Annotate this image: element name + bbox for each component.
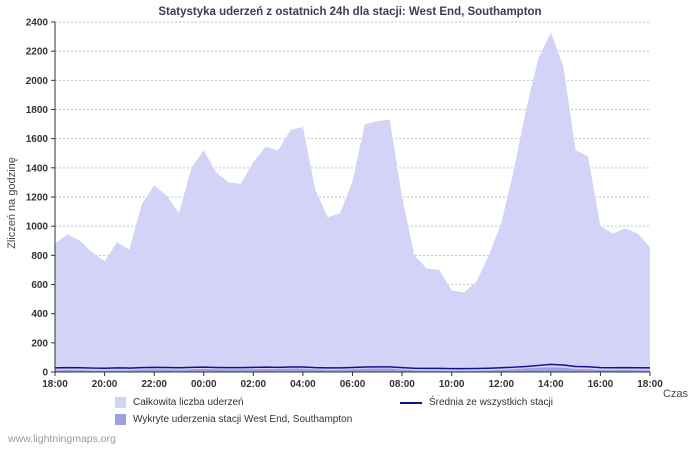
legend-column-right: Średnia ze wszystkich stacji — [400, 394, 553, 411]
x-tick-label: 18:00 — [637, 379, 663, 390]
chart-title: Statystyka uderzeń z ostatnich 24h dla s… — [158, 6, 542, 18]
average-line — [54, 363, 651, 370]
legend-column-left: Całkowita liczba uderzeń Wykryte uderzen… — [115, 394, 352, 428]
y-tick-label: 1400 — [26, 163, 49, 174]
x-tick-label: 12:00 — [488, 379, 514, 390]
x-tick-label: 16:00 — [588, 379, 614, 390]
legend-label-station: Wykryte uderzenia stacji West End, South… — [133, 414, 353, 425]
x-tick-label: 20:00 — [92, 379, 118, 390]
y-tick-label: 400 — [31, 309, 48, 320]
legend-item-average: Średnia ze wszystkich stacji — [400, 394, 553, 411]
total-strikes-area — [55, 32, 650, 372]
x-tick-label: 06:00 — [340, 379, 366, 390]
y-tick-label: 1600 — [26, 134, 49, 145]
x-tick-label: 00:00 — [191, 379, 217, 390]
x-tick-label: 08:00 — [389, 379, 415, 390]
legend-label-total: Całkowita liczba uderzeń — [133, 397, 244, 408]
x-tick-label: 04:00 — [290, 379, 316, 390]
watermark: www.lightningmaps.org — [8, 433, 116, 445]
x-tick-label: 10:00 — [439, 379, 465, 390]
x-tick-label: 18:00 — [42, 379, 68, 390]
y-tick-label: 2000 — [26, 76, 49, 87]
y-tick-label: 2200 — [26, 47, 49, 58]
x-tick-label: 22:00 — [141, 379, 167, 390]
y-tick-label: 800 — [31, 251, 48, 262]
x-tick-label: 02:00 — [241, 379, 267, 390]
station-strikes-area — [55, 367, 650, 372]
station-strikes-swatch — [115, 414, 126, 425]
x-axis-title: Czas — [662, 388, 688, 400]
y-tick-label: 0 — [42, 368, 48, 379]
legend-item-total: Całkowita liczba uderzeń — [115, 394, 352, 411]
y-tick-label: 600 — [31, 280, 48, 291]
y-tick-label: 200 — [31, 338, 48, 349]
y-tick-label: 1800 — [26, 105, 49, 116]
y-tick-label: 1200 — [26, 193, 49, 204]
legend-label-average: Średnia ze wszystkich stacji — [429, 397, 553, 408]
x-tick-label: 14:00 — [538, 379, 564, 390]
y-tick-label: 1000 — [26, 222, 49, 233]
legend-item-station: Wykryte uderzenia stacji West End, South… — [115, 411, 352, 428]
average-line-swatch — [400, 401, 422, 404]
total-strikes-swatch — [115, 397, 126, 408]
y-tick-label: 2400 — [26, 18, 49, 29]
